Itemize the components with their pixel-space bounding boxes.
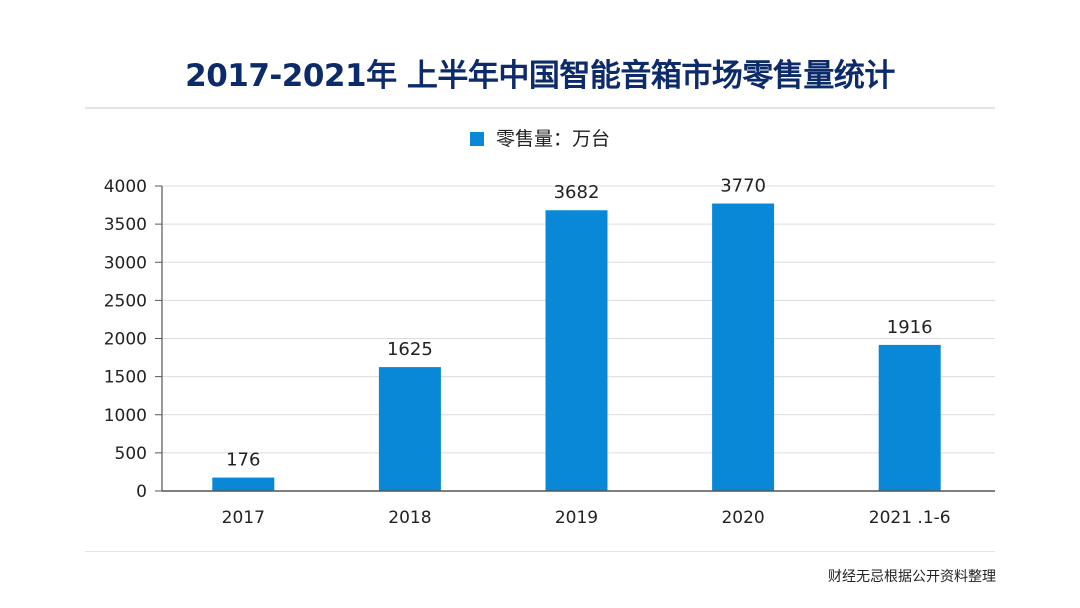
y-tick-label: 1500 [104, 368, 147, 388]
y-tick-label: 0 [136, 482, 147, 502]
bar [212, 477, 275, 491]
x-tick-label: 2020 [721, 508, 764, 528]
legend: 零售量：万台 [0, 124, 1080, 151]
data-label: 1916 [887, 317, 933, 338]
y-tick-label: 3500 [104, 215, 147, 235]
bar [878, 344, 941, 491]
footnote: 财经无忌根据公开资料整理 [828, 569, 996, 585]
y-tick-label: 2000 [104, 330, 147, 350]
data-label: 176 [226, 450, 260, 471]
data-label: 3682 [554, 182, 600, 203]
title-divider [85, 107, 995, 109]
x-tick-label: 2021 .1-6 [869, 508, 951, 528]
y-tick-label: 3000 [104, 253, 147, 273]
bar [712, 203, 775, 491]
data-label: 1625 [387, 339, 433, 360]
y-tick-label: 500 [115, 444, 147, 464]
bar [378, 367, 441, 491]
x-tick-label: 2019 [555, 508, 598, 528]
chart-title: 2017-2021年 上半年中国智能音箱市场零售量统计 [185, 58, 895, 94]
y-tick-label: 1000 [104, 406, 147, 426]
legend-label: 零售量：万台 [495, 128, 610, 150]
data-label: 3770 [720, 176, 766, 197]
bar [545, 210, 608, 491]
y-tick-label: 2500 [104, 291, 147, 311]
footnote-divider [85, 551, 995, 552]
x-tick-label: 2017 [222, 508, 265, 528]
legend-swatch [469, 132, 484, 146]
y-tick-label: 4000 [104, 177, 147, 197]
x-tick-label: 2018 [388, 508, 431, 528]
